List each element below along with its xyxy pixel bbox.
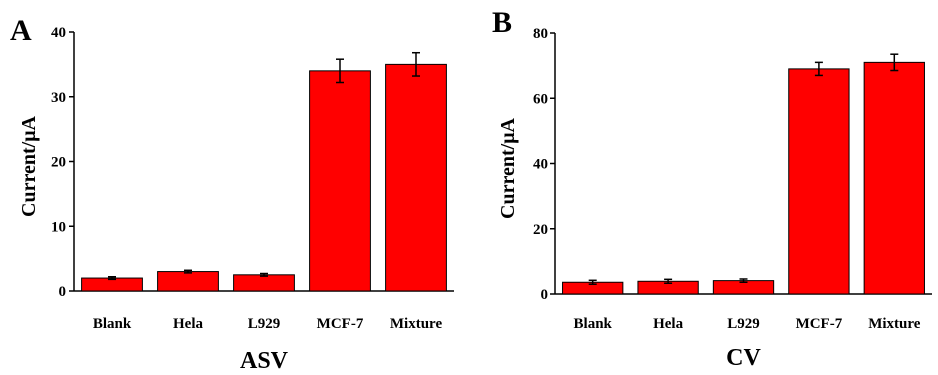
category-label: L929	[248, 316, 281, 332]
panel-label: B	[492, 6, 512, 39]
category-label: Blank	[574, 316, 613, 332]
bar	[863, 61, 925, 295]
y-axis-title: Current/μA	[18, 115, 40, 217]
category-label: L929	[727, 316, 760, 332]
category-label: MCF-7	[796, 316, 843, 332]
y-tick-label: 20	[51, 155, 66, 171]
bar	[309, 70, 371, 292]
category-label: Mixture	[390, 316, 443, 332]
y-tick-label: 40	[51, 25, 66, 41]
bar	[157, 271, 219, 292]
y-tick-label: 30	[51, 90, 66, 106]
category-label: Blank	[93, 316, 132, 332]
y-tick-label: 60	[533, 91, 548, 107]
y-tick-label: 80	[533, 26, 548, 42]
y-axis-title: Current/μA	[497, 117, 519, 219]
bar	[385, 63, 447, 292]
category-label: MCF-7	[317, 316, 364, 332]
y-tick-label: 10	[51, 219, 66, 235]
chart-panel-b: B 0 20 40 60 80 Blank Hela L929 MCF-7 Mixture Curre…	[492, 6, 932, 371]
y-tick-label: 40	[533, 157, 548, 173]
panel-title: CV	[726, 345, 761, 371]
category-label: Mixture	[868, 316, 921, 332]
panel-title: ASV	[240, 348, 289, 374]
panel-label: A	[10, 14, 32, 47]
category-label: Hela	[173, 316, 203, 332]
y-tick-label: 0	[541, 287, 549, 303]
y-tick-label: 0	[59, 284, 67, 300]
bar	[233, 274, 295, 292]
y-tick-label: 20	[533, 222, 548, 238]
category-label: Hela	[653, 316, 683, 332]
chart-panel-a: A 0 10 20 30 40 Blank Hela L929 MCF-7 Mixture Curre…	[10, 14, 454, 374]
bar	[788, 68, 850, 295]
